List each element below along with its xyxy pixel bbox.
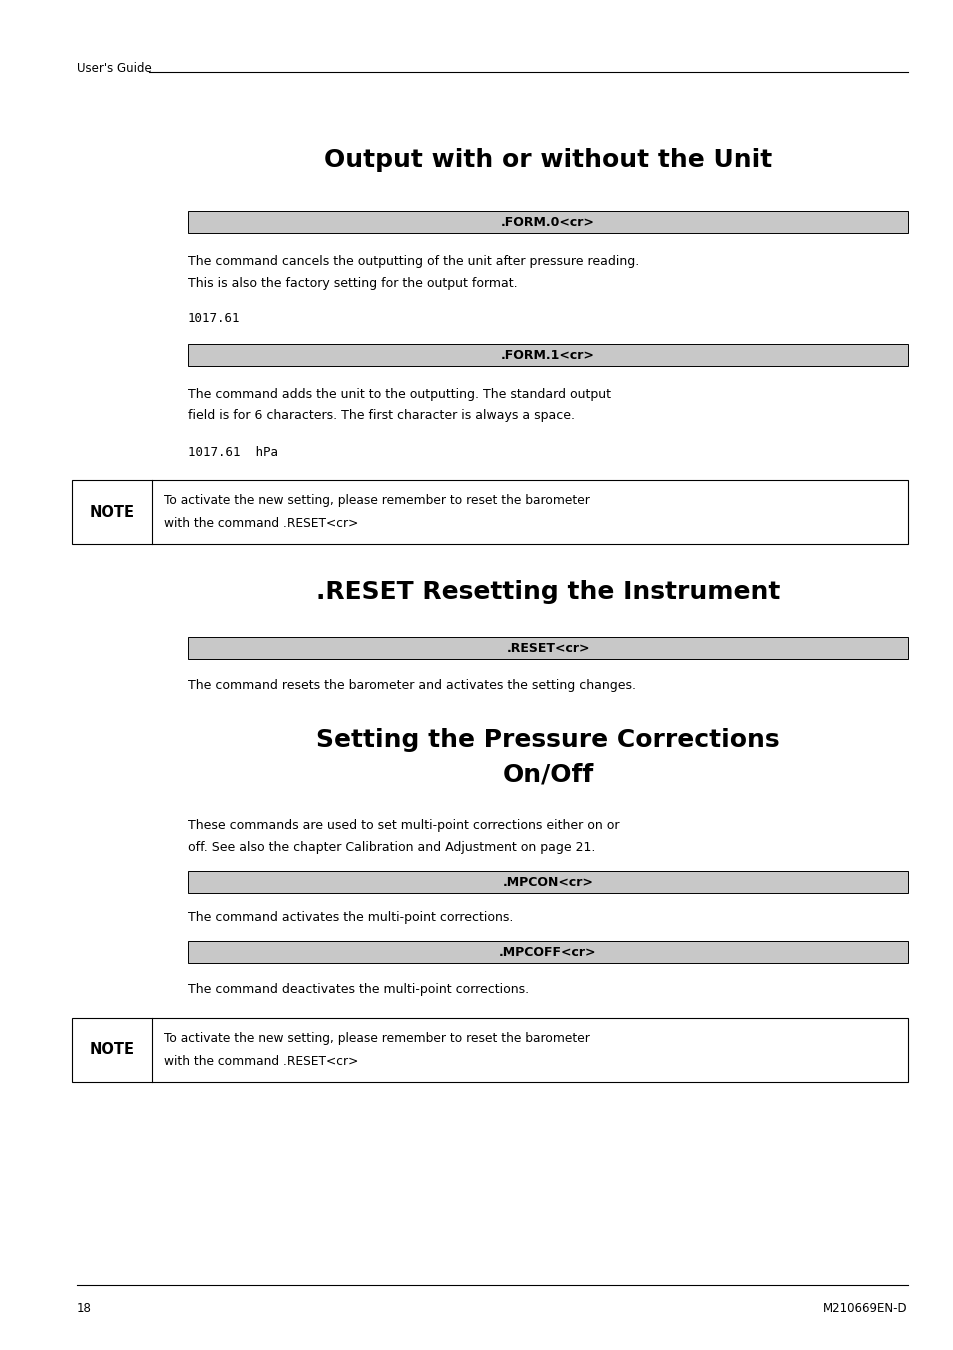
Text: The command adds the unit to the outputting. The standard output: The command adds the unit to the outputt… [188,389,610,401]
Text: .FORM.1<cr>: .FORM.1<cr> [500,348,595,362]
FancyBboxPatch shape [71,1018,907,1081]
Text: NOTE: NOTE [90,1042,134,1057]
FancyBboxPatch shape [188,637,907,659]
FancyBboxPatch shape [188,211,907,232]
Text: .MPCOFF<cr>: .MPCOFF<cr> [498,945,597,958]
Text: 1017.61  hPa: 1017.61 hPa [188,446,277,459]
Text: .RESET Resetting the Instrument: .RESET Resetting the Instrument [315,580,780,603]
Text: The command activates the multi-point corrections.: The command activates the multi-point co… [188,911,513,925]
Text: On/Off: On/Off [502,763,593,787]
Text: The command cancels the outputting of the unit after pressure reading.: The command cancels the outputting of th… [188,255,639,269]
Text: NOTE: NOTE [90,505,134,520]
Text: This is also the factory setting for the output format.: This is also the factory setting for the… [188,277,517,289]
Text: off. See also the chapter Calibration and Adjustment on page 21.: off. See also the chapter Calibration an… [188,841,595,853]
Text: Setting the Pressure Corrections: Setting the Pressure Corrections [315,728,779,752]
Text: .FORM.0<cr>: .FORM.0<cr> [500,216,595,228]
Text: field is for 6 characters. The first character is always a space.: field is for 6 characters. The first cha… [188,409,575,423]
Text: The command resets the barometer and activates the setting changes.: The command resets the barometer and act… [188,679,636,693]
Text: 18: 18 [77,1301,91,1315]
Text: To activate the new setting, please remember to reset the barometer: To activate the new setting, please reme… [164,1031,589,1045]
Text: .MPCON<cr>: .MPCON<cr> [502,876,593,888]
Text: These commands are used to set multi-point corrections either on or: These commands are used to set multi-poi… [188,819,618,833]
Text: 1017.61: 1017.61 [188,312,240,324]
Text: User's Guide: User's Guide [77,62,152,74]
FancyBboxPatch shape [188,344,907,366]
Text: Output with or without the Unit: Output with or without the Unit [323,148,771,171]
Text: M210669EN-D: M210669EN-D [822,1301,907,1315]
FancyBboxPatch shape [188,941,907,963]
Text: To activate the new setting, please remember to reset the barometer: To activate the new setting, please reme… [164,494,589,508]
FancyBboxPatch shape [188,871,907,892]
Text: with the command .RESET<cr>: with the command .RESET<cr> [164,517,358,531]
Text: The command deactivates the multi-point corrections.: The command deactivates the multi-point … [188,984,529,996]
FancyBboxPatch shape [71,481,907,544]
Text: with the command .RESET<cr>: with the command .RESET<cr> [164,1054,358,1068]
Text: .RESET<cr>: .RESET<cr> [506,641,589,655]
